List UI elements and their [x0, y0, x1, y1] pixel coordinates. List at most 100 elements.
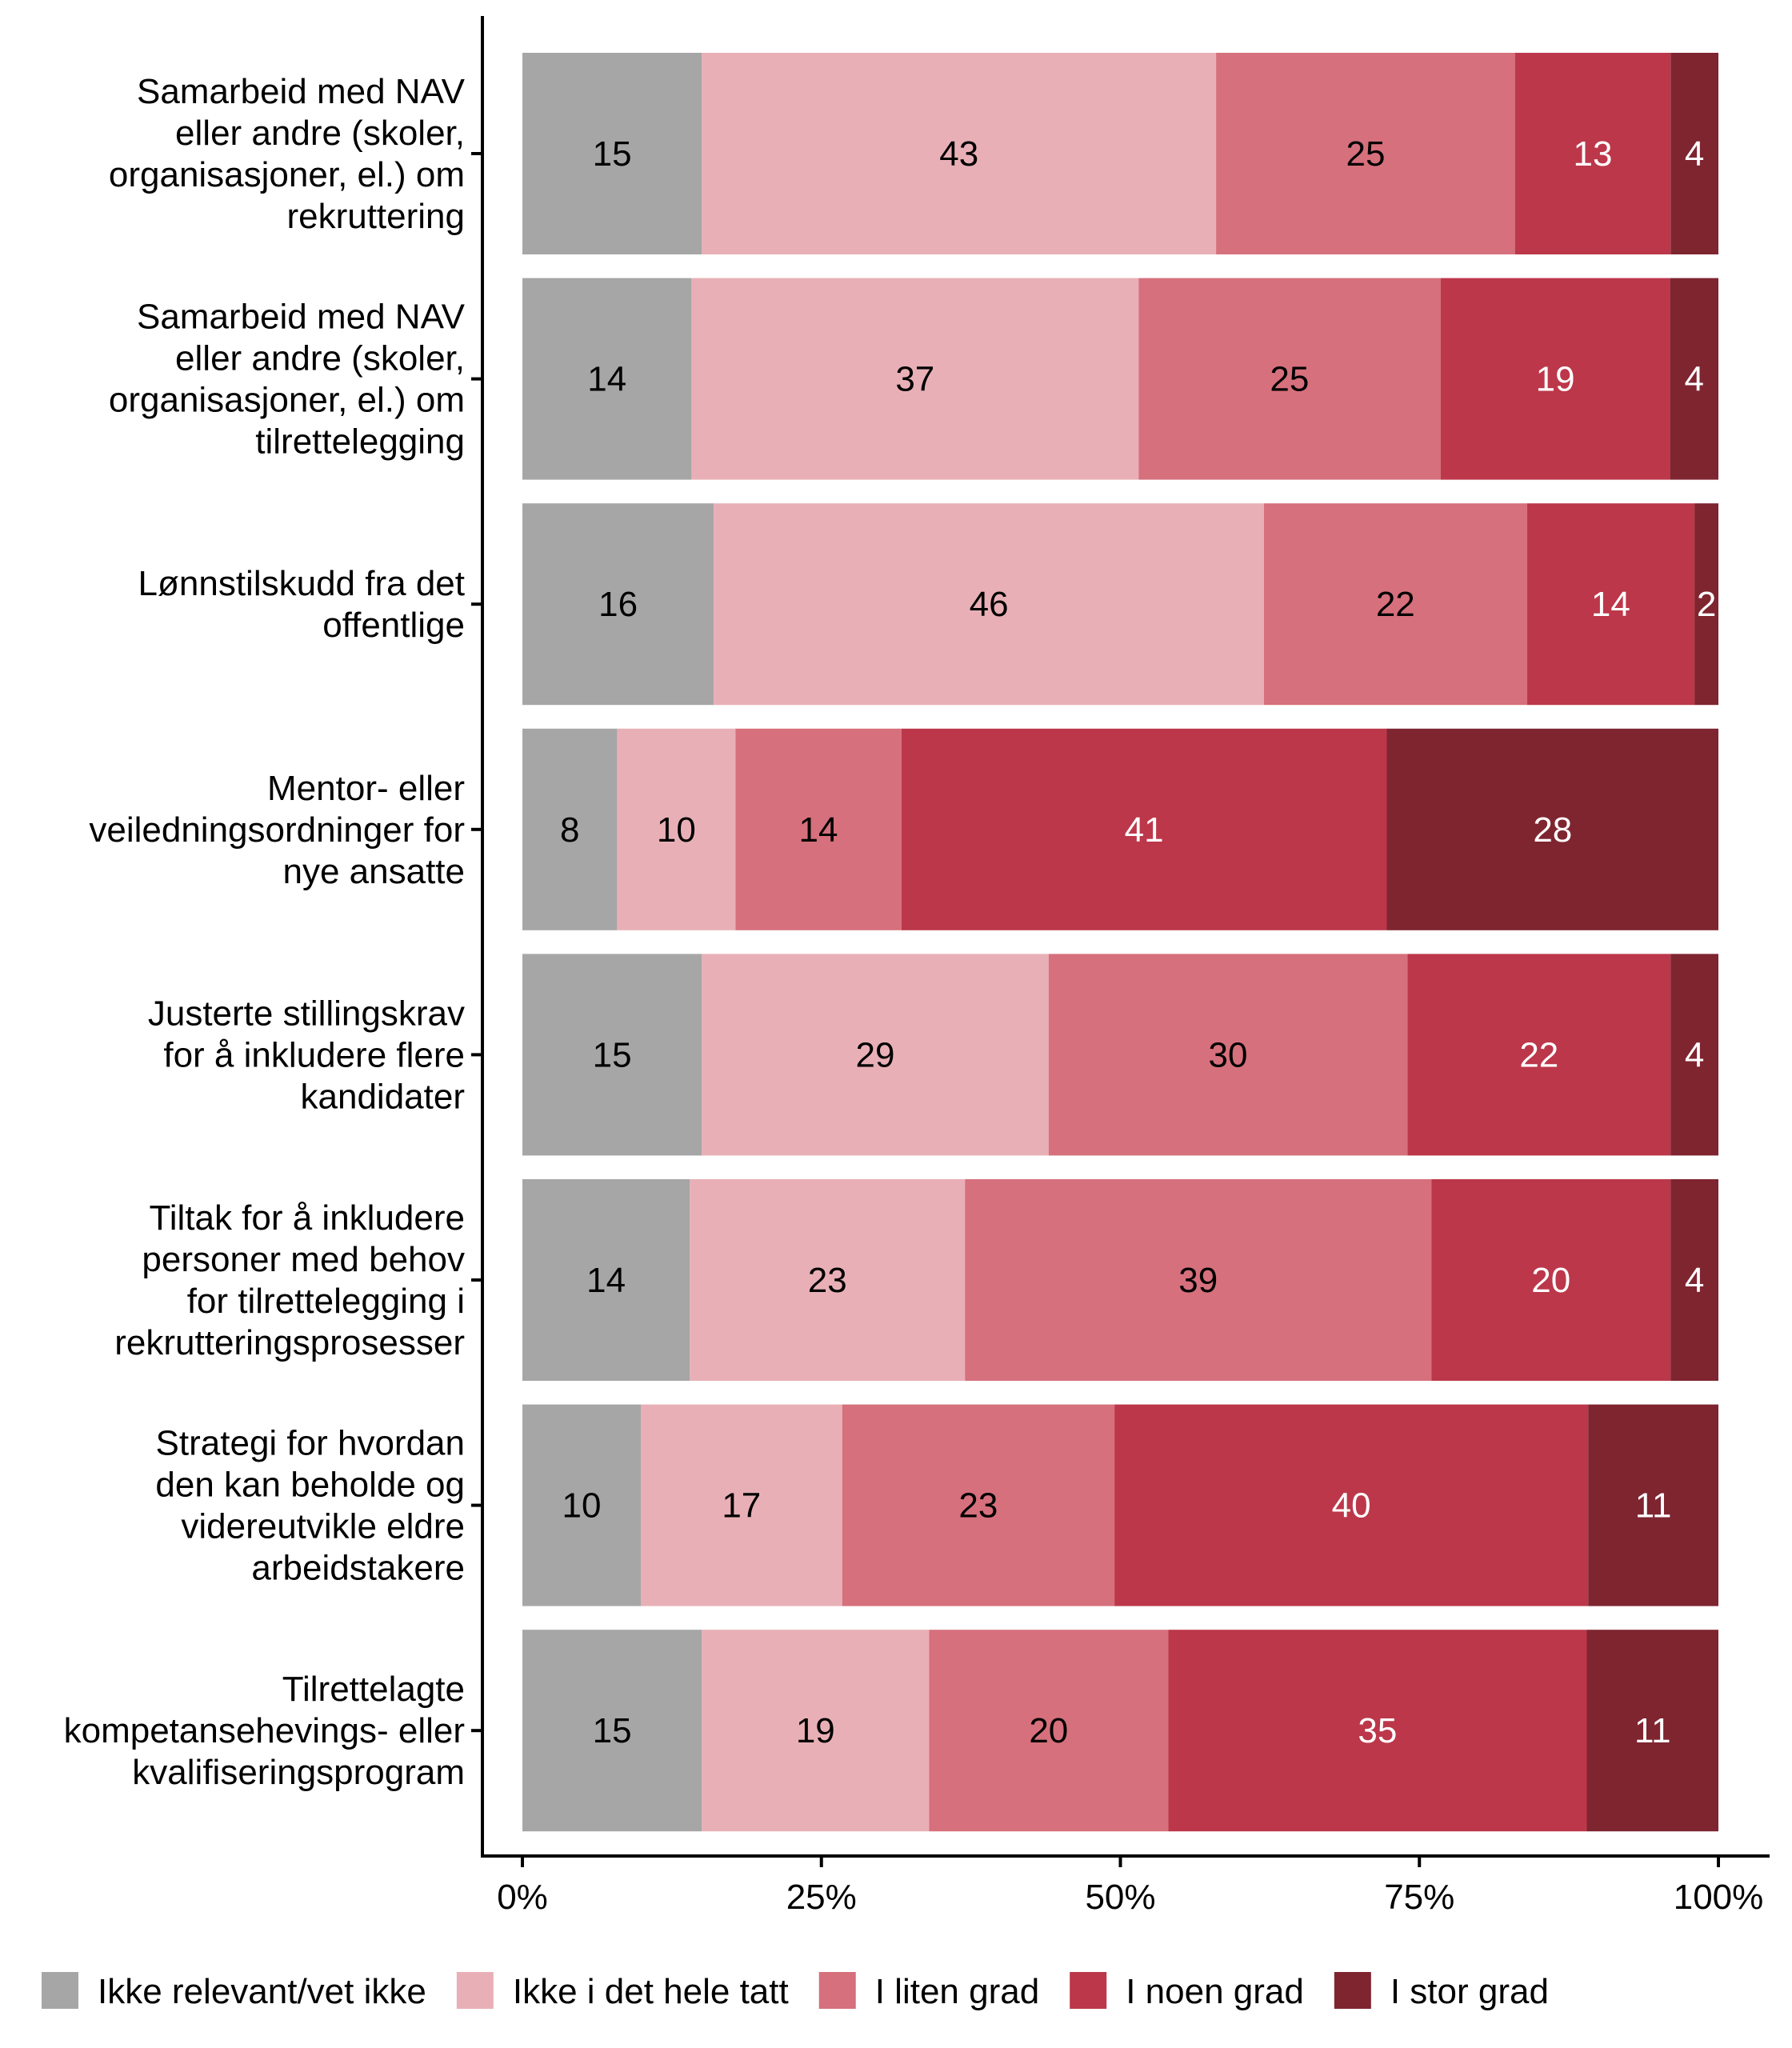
y-tick-label: Justerte stillingskrav for å inkludere fl… [148, 994, 465, 1116]
data-label: 28 [1533, 810, 1572, 850]
y-tick-label: Lønnstilskudd fra det offentlige [138, 564, 465, 645]
data-label: 23 [808, 1261, 847, 1300]
bar-segment [1670, 278, 1718, 480]
bar-segment [929, 1630, 1169, 1832]
bar-segment [1114, 1404, 1589, 1606]
bar-segment [522, 954, 702, 1156]
data-label: 20 [1531, 1261, 1570, 1300]
data-label: 4 [1685, 1261, 1704, 1300]
x-tick-label: 100% [1674, 1878, 1764, 1917]
legend-label: Ikke i det hele tatt [513, 1972, 789, 2011]
bar-segment [1586, 1630, 1718, 1832]
data-label: 19 [1536, 360, 1575, 399]
bar-segment [522, 1630, 702, 1832]
data-label: 22 [1519, 1035, 1558, 1074]
bar-segment [522, 728, 618, 930]
data-label: 22 [1376, 585, 1415, 624]
x-tick-label: 25% [786, 1878, 857, 1917]
data-label: 15 [593, 1711, 632, 1750]
bar-segment [1048, 954, 1408, 1156]
bar-segment [522, 1179, 690, 1381]
data-label: 14 [799, 810, 838, 850]
legend-swatch [1070, 1972, 1107, 2009]
bar-segment [901, 728, 1387, 930]
x-tick-label: 0% [497, 1878, 548, 1917]
legend-item: Ikke i det hele tatt [456, 1972, 789, 2011]
data-label: 37 [895, 360, 934, 399]
bars-layer [522, 53, 1718, 1832]
legend: Ikke relevant/vet ikke Ikke i det hele ta… [42, 1972, 1549, 2011]
bar-segment [641, 1404, 842, 1606]
bar-segment [617, 728, 736, 930]
bar-segment [1514, 53, 1671, 254]
bar-segment [522, 1404, 641, 1606]
bar-segment [1138, 278, 1441, 480]
bar-segment [522, 53, 702, 254]
data-label: 2 [1697, 585, 1716, 624]
data-label: 30 [1209, 1035, 1248, 1074]
data-label: 29 [856, 1035, 895, 1074]
legend-label: I liten grad [875, 1972, 1039, 2011]
data-label: 15 [593, 1035, 632, 1074]
bar-segment [1386, 728, 1718, 930]
legend-swatch [42, 1972, 78, 2009]
legend-swatch [456, 1972, 494, 2009]
legend-item: Ikke relevant/vet ikke [42, 1972, 426, 2011]
legend-item: I noen grad [1070, 1972, 1304, 2011]
data-label: 14 [587, 360, 626, 399]
data-label: 41 [1125, 810, 1164, 850]
bar-segment [1670, 954, 1718, 1156]
data-label: 46 [970, 585, 1009, 624]
data-label: 14 [586, 1261, 626, 1300]
bar-segment [1168, 1630, 1587, 1832]
bar-segment [702, 53, 1217, 254]
bar-segment [1263, 503, 1527, 706]
bar-segment [702, 954, 1049, 1156]
bar-segment [842, 1404, 1115, 1606]
data-label: 39 [1178, 1261, 1218, 1300]
data-label: 14 [1591, 585, 1630, 624]
data-label: 13 [1574, 134, 1613, 174]
x-tick-label: 50% [1085, 1878, 1155, 1917]
data-label: 10 [562, 1486, 602, 1526]
legend-swatch [1334, 1972, 1371, 2009]
y-tick-label: Tiltak for å inkludere personer med behov… [114, 1198, 465, 1362]
data-label: 11 [1635, 1486, 1672, 1526]
bar-segment [1670, 1179, 1718, 1381]
legend-item: I liten grad [818, 1972, 1039, 2011]
legend-swatch [818, 1972, 856, 2009]
data-label: 43 [939, 134, 978, 174]
bar-segment [1216, 53, 1515, 254]
data-label: 40 [1332, 1486, 1371, 1526]
legend-item: I stor grad [1334, 1972, 1549, 2011]
y-tick-label: Mentor- eller veiledningsordninger for nye… [89, 769, 465, 891]
data-label: 4 [1685, 1035, 1704, 1074]
y-tick-label: Tilrettelagte kompetansehevings- eller kva… [64, 1670, 465, 1792]
bar-segment [1670, 53, 1718, 254]
data-label: 25 [1346, 134, 1386, 174]
bar-segment [1588, 1404, 1718, 1606]
legend-label: Ikke relevant/vet ikke [98, 1972, 426, 2011]
data-label: 8 [560, 810, 579, 850]
bar-segment [691, 278, 1139, 480]
data-label: 19 [796, 1711, 835, 1750]
bar-segment [1694, 503, 1718, 706]
bar-segment [735, 728, 902, 930]
data-label: 15 [593, 134, 632, 174]
data-label: 16 [598, 585, 638, 624]
bar-segment [714, 503, 1264, 706]
data-label: 10 [657, 810, 696, 850]
x-axis: 0% 25% 50% 75% 100% [481, 1854, 1770, 1917]
x-tick-label: 75% [1384, 1878, 1454, 1917]
bar-segment [1407, 954, 1671, 1156]
bar-segment [522, 278, 692, 480]
bar-segment [1431, 1179, 1671, 1381]
bar-segment [690, 1179, 966, 1381]
bar-segment [965, 1179, 1432, 1381]
data-label: 35 [1358, 1711, 1397, 1750]
y-tick-label: Samarbeid med NAV eller andre (skoler, org… [109, 72, 466, 236]
y-tick-label: Strategi for hvordan den kan beholde og vi… [155, 1424, 465, 1588]
bar-segment [1440, 278, 1670, 480]
